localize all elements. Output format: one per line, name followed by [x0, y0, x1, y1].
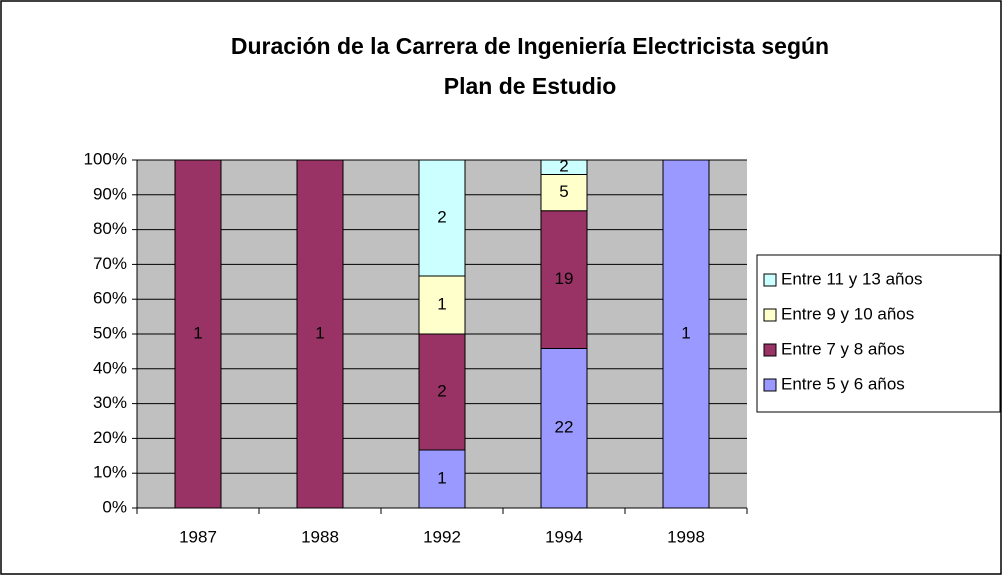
data-label: 1	[437, 468, 446, 487]
bar-segment	[418, 333, 466, 451]
legend	[756, 254, 1001, 413]
y-tick-label: 50%	[93, 323, 127, 342]
y-tick-label: 0%	[102, 497, 127, 516]
y-tick-label: 80%	[93, 219, 127, 238]
x-tick-label: 1987	[179, 527, 217, 546]
legend-label: Entre 9 y 10 años	[781, 304, 914, 323]
y-tick-label: 40%	[93, 358, 127, 377]
y-tick-label: 100%	[84, 149, 127, 168]
bar-segment	[418, 275, 466, 335]
y-tick-label: 10%	[93, 463, 127, 482]
data-label: 1	[315, 323, 324, 342]
bar-segment	[662, 159, 710, 509]
bar-segment	[296, 159, 344, 509]
data-label: 1	[437, 294, 446, 313]
data-label: 2	[437, 381, 446, 400]
data-label: 1	[681, 323, 690, 342]
legend-swatch	[763, 273, 777, 287]
chart-title: Plan de Estudio	[444, 73, 617, 99]
x-tick-label: 1992	[423, 527, 461, 546]
legend-swatch	[763, 308, 777, 322]
data-label: 2	[559, 157, 568, 176]
bar-segment	[540, 159, 588, 175]
legend-swatch	[763, 343, 777, 357]
bar-segment	[540, 174, 588, 212]
data-label: 22	[555, 418, 574, 437]
data-label: 1	[193, 323, 202, 342]
data-label: 2	[437, 207, 446, 226]
y-tick-label: 20%	[93, 428, 127, 447]
x-tick-label: 1994	[545, 527, 583, 546]
bar-segment	[540, 210, 588, 349]
bar-segment	[418, 449, 466, 509]
chart-title: Duración de la Carrera de Ingeniería Ele…	[231, 33, 829, 59]
data-label: 19	[555, 269, 574, 288]
y-tick-label: 90%	[93, 184, 127, 203]
legend-label: Entre 7 y 8 años	[781, 339, 905, 358]
x-tick-label: 1988	[301, 527, 339, 546]
x-tick-label: 1998	[667, 527, 705, 546]
y-tick-label: 30%	[93, 393, 127, 412]
bar-segment	[540, 348, 588, 509]
y-tick-label: 60%	[93, 289, 127, 308]
bar-segment	[418, 159, 466, 277]
data-label: 5	[559, 182, 568, 201]
legend-label: Entre 5 y 6 años	[781, 374, 905, 393]
bar-segment	[174, 159, 222, 509]
legend-swatch	[763, 378, 777, 392]
y-tick-label: 70%	[93, 254, 127, 273]
legend-label: Entre 11 y 13 años	[781, 269, 922, 288]
